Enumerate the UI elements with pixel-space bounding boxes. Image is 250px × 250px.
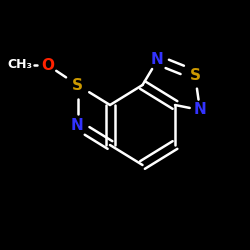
Text: CH₃: CH₃ [8,58,32,71]
Text: S: S [72,78,83,92]
Text: N: N [194,102,206,118]
Text: N: N [151,52,164,68]
Text: N: N [71,118,84,132]
Text: O: O [41,58,54,72]
Text: S: S [190,68,200,82]
